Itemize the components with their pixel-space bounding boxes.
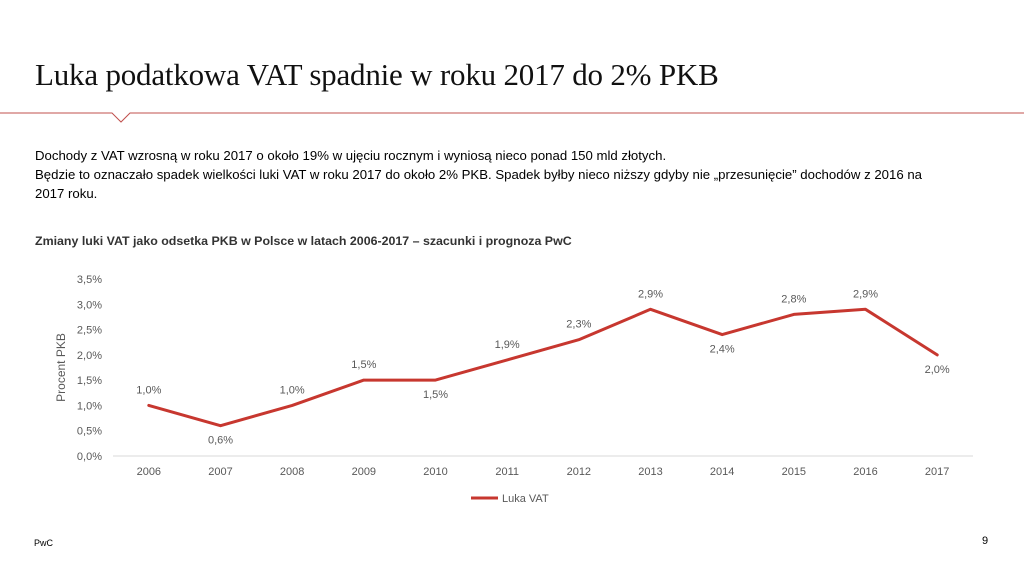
x-tick-label: 2007: [208, 466, 232, 478]
page-number: 9: [982, 535, 989, 547]
data-label: 1,0%: [280, 384, 305, 396]
series-line-luka-vat: [147, 307, 939, 428]
data-label: 2,3%: [566, 319, 591, 331]
y-tick-label: 3,5%: [77, 274, 102, 286]
chart-title: Zmiany luki VAT jako odsetka PKB w Polsc…: [35, 234, 572, 248]
y-tick-label: 1,0%: [77, 400, 102, 412]
data-label: 2,8%: [781, 293, 806, 305]
x-tick-label: 2008: [280, 466, 304, 478]
body-text: Dochody z VAT wzrosną w roku 2017 o okoł…: [35, 146, 935, 203]
data-label: 2,9%: [638, 288, 663, 300]
slide-title: Luka podatkowa VAT spadnie w roku 2017 d…: [35, 57, 719, 92]
x-tick-label: 2011: [495, 466, 519, 478]
legend-label-luka-vat: Luka VAT: [502, 493, 549, 505]
x-tick-label: 2016: [853, 466, 877, 478]
y-tick-label: 1,5%: [77, 375, 102, 387]
x-tick-label: 2006: [137, 466, 161, 478]
y-tick-label: 2,0%: [77, 350, 102, 362]
data-label: 2,9%: [853, 288, 878, 300]
y-axis-title: Procent PKB: [54, 333, 68, 402]
y-tick-label: 0,5%: [77, 426, 102, 438]
title-divider: [0, 112, 1024, 123]
x-tick-label: 2009: [352, 466, 376, 478]
data-label: 0,6%: [208, 435, 233, 447]
paragraph-2: Będzie to oznaczało spadek wielkości luk…: [35, 167, 922, 201]
y-tick-label: 0,0%: [77, 451, 102, 463]
x-tick-label: 2012: [567, 466, 591, 478]
footer-brand: PwC: [34, 538, 54, 548]
x-tick-label: 2014: [710, 466, 734, 478]
paragraph-1: Dochody z VAT wzrosną w roku 2017 o okoł…: [35, 148, 667, 163]
x-tick-label: 2015: [782, 466, 806, 478]
data-label: 1,9%: [495, 339, 520, 351]
data-label: 1,0%: [136, 384, 161, 396]
data-label: 1,5%: [351, 359, 376, 371]
data-label: 1,5%: [423, 389, 448, 401]
y-tick-label: 2,5%: [77, 325, 102, 337]
data-label: 2,0%: [925, 364, 950, 376]
x-tick-label: 2017: [925, 466, 949, 478]
data-label: 2,4%: [710, 344, 735, 356]
x-tick-label: 2013: [638, 466, 662, 478]
y-tick-label: 3,0%: [77, 299, 102, 311]
x-tick-label: 2010: [423, 466, 447, 478]
